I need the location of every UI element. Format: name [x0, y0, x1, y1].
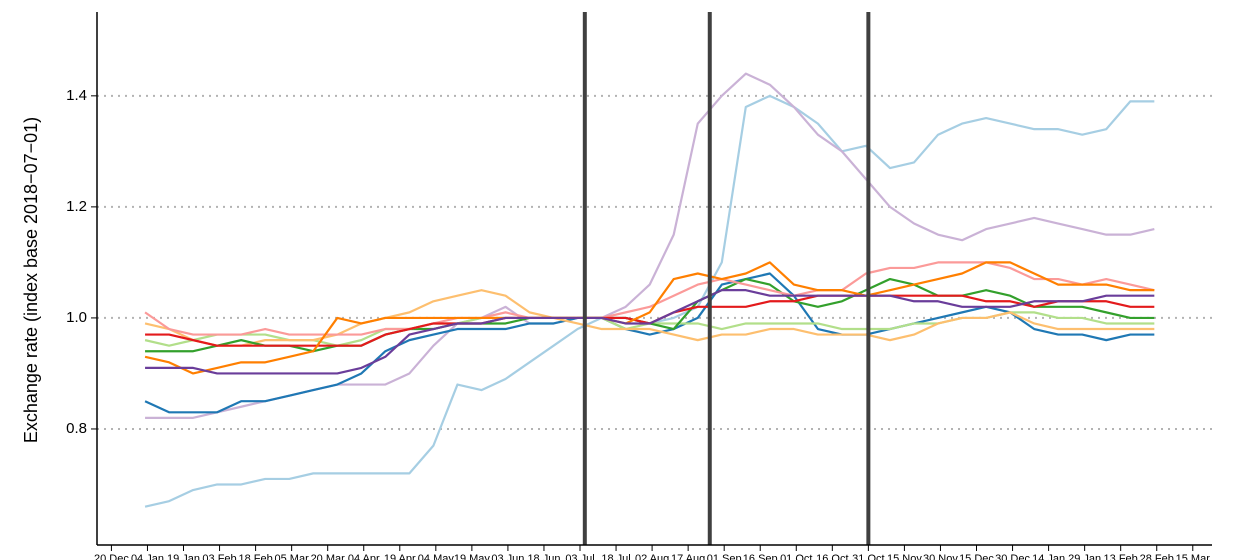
x-tick-label: 04 Jan: [131, 553, 164, 560]
x-tick-label: 18 Jul: [601, 553, 630, 560]
x-tick-label: 28 Feb: [1140, 553, 1174, 560]
y-tick-label: 1.2: [66, 198, 87, 215]
x-tick-label: 16 Oct: [816, 553, 848, 560]
x-tick-label: 30 Nov: [923, 553, 958, 560]
x-tick-label: 01 Oct: [780, 553, 812, 560]
series-line: [144, 261, 1155, 375]
x-tick-label: 18 Jun: [527, 553, 560, 560]
x-tick-label: 31 Oct: [852, 553, 884, 560]
x-tick-label: 20 Dec: [94, 553, 129, 560]
series-line: [145, 294, 1155, 347]
x-tick-label: 03 Feb: [202, 553, 236, 560]
y-tick-label: 1.4: [66, 87, 87, 104]
x-tick-label: 18 Feb: [238, 553, 272, 560]
y-axis-title: Exchange rate (index base 2018−07−01): [21, 117, 41, 443]
y-tick-label: 0.8: [66, 420, 87, 437]
x-tick-label: 19 Apr: [384, 553, 416, 560]
x-tick-label: 29 Jan: [1068, 553, 1101, 560]
x-tick-label: 14 Jan: [1032, 553, 1065, 560]
x-tick-label: 04 Apr: [348, 553, 380, 560]
series-line: [145, 289, 1155, 375]
x-tick-label: 20 Mar: [311, 553, 346, 560]
x-tick-label: 19 May: [454, 553, 491, 560]
x-tick-label: 01 Sep: [707, 553, 742, 560]
x-tick-label: 19 Jan: [167, 553, 200, 560]
y-tick-label: 1.0: [66, 309, 87, 326]
x-tick-label: 15 Mar: [1176, 553, 1211, 560]
x-tick-label: 03 Jul: [565, 553, 594, 560]
x-tick-label: 04 May: [418, 553, 455, 560]
x-tick-label: 15 Nov: [887, 553, 922, 560]
x-tick-label: 30 Dec: [995, 553, 1030, 560]
series-line: [145, 72, 1155, 419]
x-tick-label: 02 Aug: [635, 553, 669, 560]
x-tick-label: 16 Sep: [743, 553, 778, 560]
series-line: [144, 289, 1155, 347]
x-tick-label: 03 Jun: [491, 553, 524, 560]
x-tick-label: 05 Mar: [275, 553, 310, 560]
x-tick-label: 17 Aug: [671, 553, 705, 560]
x-tick-label: 13 Feb: [1104, 553, 1138, 560]
x-tick-label: 15 Dec: [959, 553, 994, 560]
